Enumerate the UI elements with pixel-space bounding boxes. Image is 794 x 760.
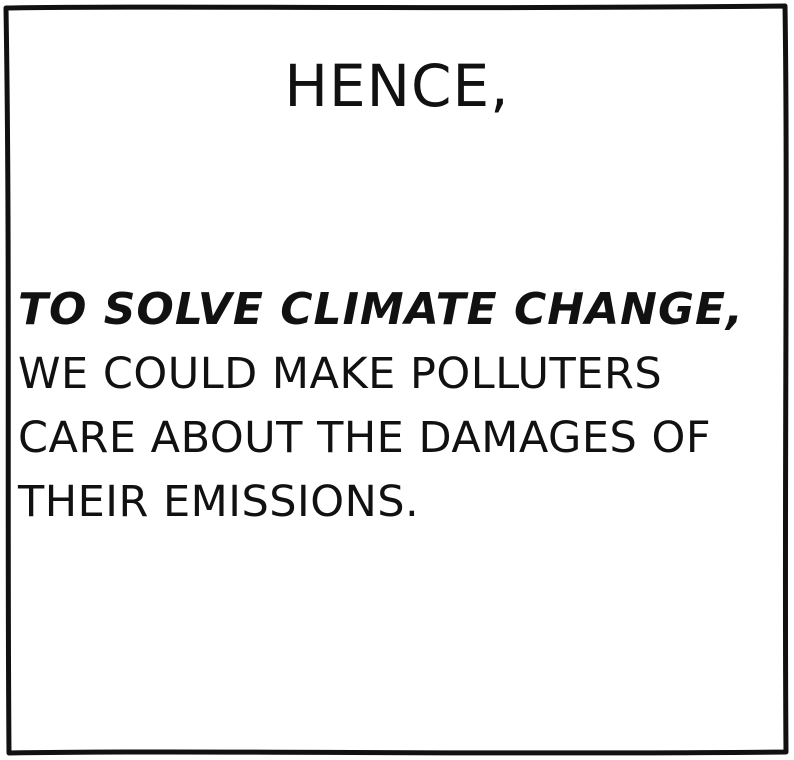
caption-line: CARE ABOUT THE DAMAGES OF [18, 413, 712, 463]
panel-heading: HENCE, [284, 52, 510, 120]
caption-emphasis: TO SOLVE CLIMATE CHANGE, [18, 284, 744, 335]
caption-line: THEIR EMISSIONS. [18, 477, 420, 527]
caption-line: WE COULD MAKE POLLUTERS [18, 349, 663, 399]
caption-text: TO SOLVE CLIMATE CHANGE, WE COULD MAKE P… [18, 278, 788, 534]
